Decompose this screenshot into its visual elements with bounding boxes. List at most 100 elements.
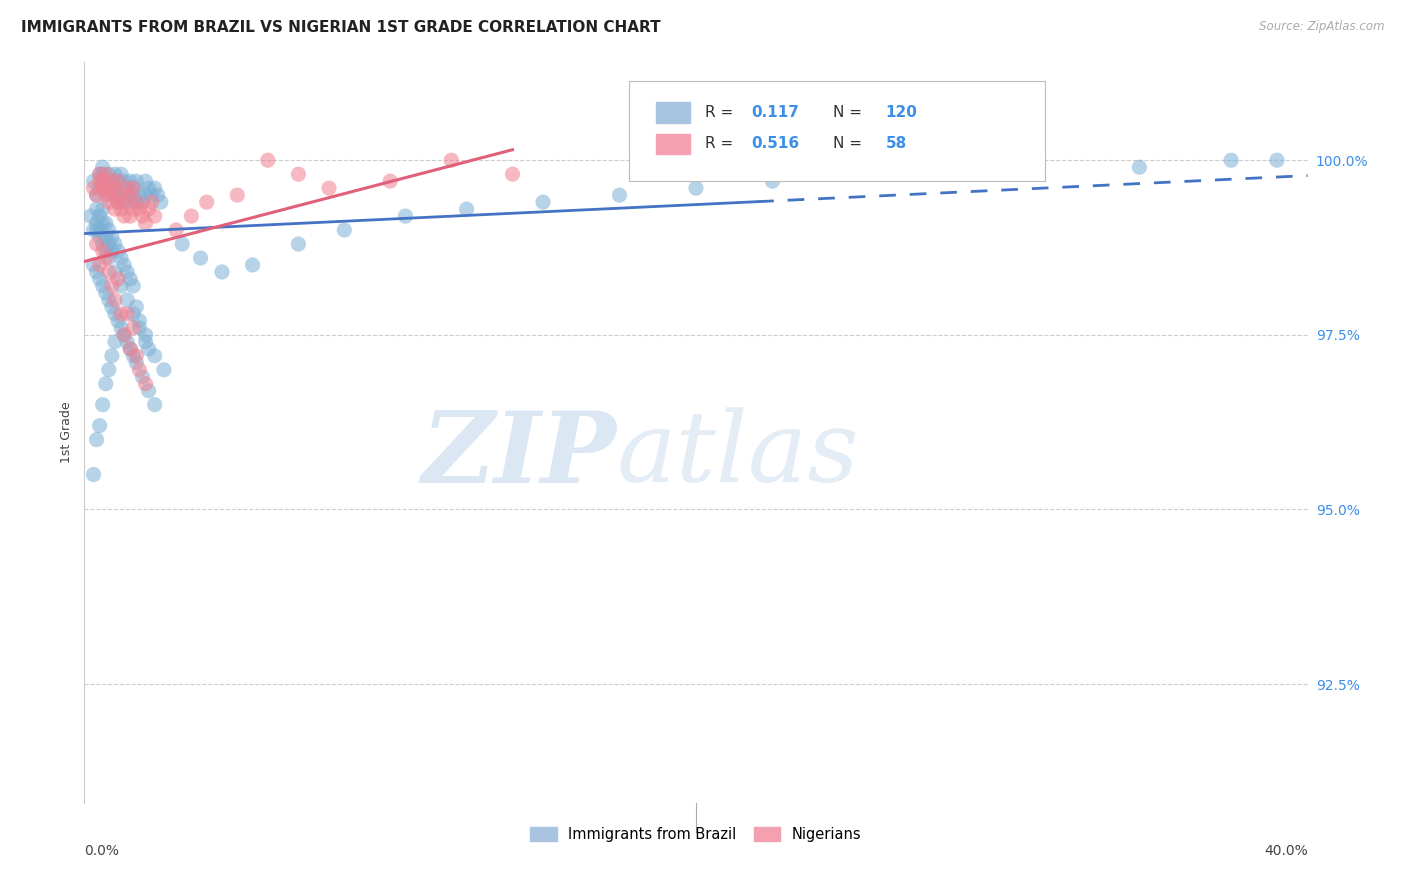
Point [97, 167, 120, 181]
Point [104, 334, 127, 349]
Point [107, 174, 129, 188]
Point [135, 327, 157, 342]
Point [685, 181, 707, 195]
Point [83, 467, 105, 482]
Point [101, 174, 124, 188]
Point [97, 363, 120, 377]
Point [86, 188, 108, 202]
Point [97, 265, 120, 279]
Text: R =: R = [704, 105, 738, 120]
Legend: Immigrants from Brazil, Nigerians: Immigrants from Brazil, Nigerians [524, 821, 868, 847]
Text: Source: ZipAtlas.com: Source: ZipAtlas.com [1260, 20, 1385, 33]
Point [83, 223, 105, 237]
Point [94, 174, 117, 188]
Point [89, 223, 111, 237]
Point [86, 188, 108, 202]
Point [89, 167, 111, 181]
Point [122, 279, 145, 293]
Point [91, 167, 114, 181]
Point [143, 398, 166, 412]
Text: 0.516: 0.516 [751, 136, 799, 152]
Point [125, 174, 148, 188]
Point [287, 167, 309, 181]
Point [101, 300, 124, 314]
Point [318, 181, 340, 195]
Point [91, 174, 114, 188]
Point [110, 188, 132, 202]
Point [122, 202, 145, 216]
Point [94, 181, 117, 195]
Point [104, 237, 127, 252]
Point [172, 237, 194, 252]
Text: IMMIGRANTS FROM BRAZIL VS NIGERIAN 1ST GRADE CORRELATION CHART: IMMIGRANTS FROM BRAZIL VS NIGERIAN 1ST G… [21, 20, 661, 35]
Point [110, 202, 132, 216]
Point [146, 188, 169, 202]
Point [94, 376, 117, 391]
Point [91, 181, 114, 195]
Point [143, 349, 166, 363]
Point [101, 349, 124, 363]
Point [120, 272, 142, 286]
Point [138, 181, 160, 195]
Point [135, 188, 157, 202]
Point [107, 314, 129, 328]
Point [115, 265, 138, 279]
Point [141, 195, 163, 210]
Point [89, 272, 111, 286]
Bar [655, 134, 690, 154]
Point [761, 174, 783, 188]
Point [97, 188, 120, 202]
Point [609, 188, 631, 202]
Point [929, 160, 952, 174]
Point [91, 216, 114, 230]
Text: 0.117: 0.117 [751, 105, 799, 120]
Text: atlas: atlas [616, 407, 859, 502]
Point [94, 167, 117, 181]
Point [138, 202, 160, 216]
Point [107, 244, 129, 258]
Point [128, 363, 150, 377]
Point [115, 188, 138, 202]
Point [107, 195, 129, 210]
Point [101, 244, 124, 258]
Point [91, 174, 114, 188]
Text: 120: 120 [886, 105, 918, 120]
Point [115, 334, 138, 349]
Point [1220, 153, 1243, 168]
Point [89, 174, 111, 188]
Point [135, 216, 157, 230]
Point [104, 293, 127, 307]
Point [97, 237, 120, 252]
Point [115, 181, 138, 195]
Point [91, 244, 114, 258]
Point [141, 188, 163, 202]
Point [125, 195, 148, 210]
Point [143, 181, 166, 195]
Point [120, 342, 142, 356]
Point [86, 237, 108, 252]
Point [122, 188, 145, 202]
Point [91, 398, 114, 412]
Point [135, 376, 157, 391]
Point [104, 188, 127, 202]
Point [153, 363, 176, 377]
Point [89, 181, 111, 195]
Text: R =: R = [704, 136, 738, 152]
Point [394, 209, 416, 223]
Point [149, 195, 172, 210]
Point [89, 209, 111, 223]
Point [115, 307, 138, 321]
Point [120, 342, 142, 356]
Point [94, 251, 117, 265]
Point [112, 195, 135, 210]
Point [120, 209, 142, 223]
Point [97, 223, 120, 237]
Point [104, 307, 127, 321]
Point [1021, 167, 1043, 181]
Point [120, 174, 142, 188]
Point [120, 188, 142, 202]
Point [380, 174, 402, 188]
Point [101, 279, 124, 293]
Point [125, 300, 148, 314]
Point [131, 209, 153, 223]
